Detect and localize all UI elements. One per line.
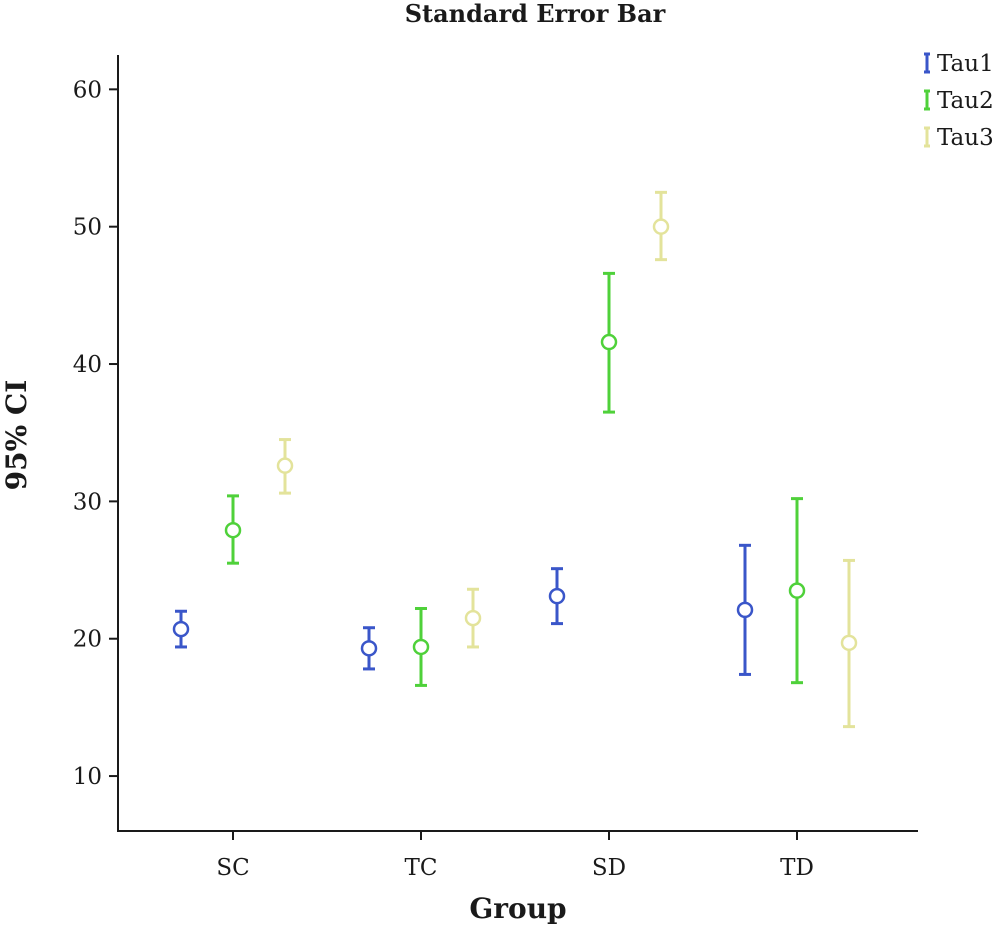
x-axis-title: Group (469, 892, 566, 925)
error-bar (652, 190, 670, 262)
mean-point (652, 218, 670, 235)
legend: Tau1 Tau2 Tau3 (924, 51, 994, 151)
y-tick-label: 30 (73, 489, 102, 515)
error-bar (736, 543, 754, 676)
error-bar (360, 626, 378, 671)
legend-label: Tau3 (937, 125, 994, 151)
error-bar (788, 497, 806, 685)
legend-item: Tau3 (924, 125, 994, 151)
y-axis-title: 95% CI (0, 380, 33, 491)
mean-point (172, 620, 190, 638)
y-tick-label: 50 (73, 215, 102, 241)
series-tau2 (224, 271, 806, 687)
mean-point (840, 634, 858, 652)
mean-point (736, 601, 754, 619)
y-tick-label: 20 (73, 627, 102, 653)
error-bar (172, 609, 190, 649)
x-tick-label: TC (405, 855, 438, 881)
error-bar (600, 271, 618, 414)
x-tick-label: SD (592, 855, 626, 881)
error-bar (412, 607, 430, 687)
y-tick-label: 40 (73, 352, 102, 378)
legend-item: Tau1 (924, 51, 994, 77)
x-axis-ticks: SC TC SD TD (216, 831, 814, 881)
x-tick-label: SC (216, 855, 249, 881)
mean-point (412, 638, 430, 656)
x-tick-label: TD (780, 855, 814, 881)
series-tau3 (276, 190, 858, 729)
chart-title: Standard Error Bar (405, 0, 666, 28)
y-tick-label: 10 (73, 764, 102, 790)
error-bar (548, 567, 566, 626)
mean-point (600, 333, 618, 351)
mean-point (788, 582, 806, 599)
error-bar (276, 438, 294, 495)
y-tick-label: 60 (73, 77, 102, 103)
mean-point (360, 640, 378, 657)
series-tau1 (172, 543, 754, 676)
data-series (172, 190, 858, 729)
legend-label: Tau1 (937, 51, 994, 77)
mean-point (548, 587, 566, 605)
error-bar (464, 587, 482, 649)
error-bar (224, 494, 242, 565)
mean-point (464, 609, 482, 627)
mean-point (276, 457, 294, 474)
error-bar (840, 558, 858, 729)
y-axis-ticks: 10 20 30 40 50 60 (73, 77, 118, 790)
legend-label: Tau2 (937, 88, 994, 114)
legend-item: Tau2 (924, 88, 994, 114)
mean-point (224, 521, 242, 539)
